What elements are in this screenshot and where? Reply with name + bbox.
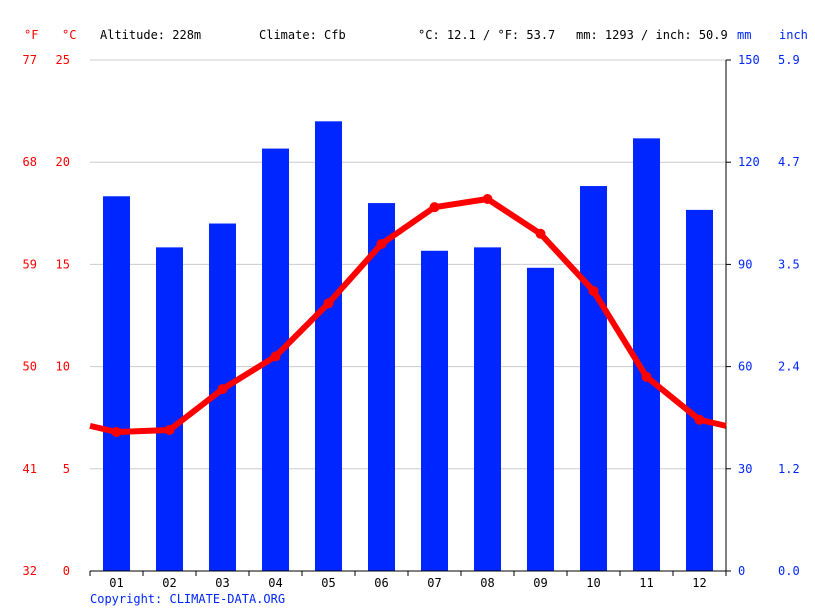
fahrenheit-tick-label: 50 xyxy=(23,360,37,374)
celsius-tick-label: 10 xyxy=(56,360,70,374)
millimeter-tick-label: 60 xyxy=(738,360,752,374)
annual-precipitation-label: mm: 1293 / inch: 50.9 xyxy=(576,28,728,42)
precipitation-bar xyxy=(315,121,342,571)
temperature-point xyxy=(641,371,652,382)
precipitation-bar xyxy=(527,267,554,571)
millimeter-tick-label: 30 xyxy=(738,462,752,476)
millimeter-tick-label: 120 xyxy=(738,155,760,169)
temperature-point xyxy=(429,202,440,213)
fahrenheit-unit-label: °F xyxy=(24,28,39,42)
temperature-point xyxy=(270,351,281,362)
temperature-line xyxy=(89,195,727,436)
millimeter-tick-label: 150 xyxy=(738,53,760,67)
temperature-point xyxy=(482,193,493,204)
millimeter-tick-label: 0 xyxy=(738,564,745,578)
celsius-tick-label: 20 xyxy=(56,155,70,169)
precipitation-bar xyxy=(474,247,501,571)
temperature-point xyxy=(164,424,175,435)
month-tick-label: 04 xyxy=(268,576,282,590)
celsius-tick-label: 0 xyxy=(63,564,70,578)
average-temperature-label: °C: 12.1 / °F: 53.7 xyxy=(418,28,556,42)
month-tick-label: 08 xyxy=(480,576,494,590)
precipitation-bar xyxy=(686,209,713,572)
climate-label: Climate: Cfb xyxy=(259,28,346,42)
inch-tick-label: 3.5 xyxy=(778,257,800,271)
temperature-point xyxy=(111,427,122,438)
month-tick-label: 10 xyxy=(586,576,600,590)
inch-unit-label: inch xyxy=(779,28,808,42)
month-tick-label: 06 xyxy=(374,576,388,590)
precipitation-bar xyxy=(421,250,448,572)
fahrenheit-tick-label: 59 xyxy=(23,257,37,271)
celsius-tick-label: 25 xyxy=(56,53,70,67)
month-tick-label: 05 xyxy=(321,576,335,590)
month-tick-label: 12 xyxy=(692,576,706,590)
temperature-point xyxy=(323,298,334,309)
month-tick-label: 03 xyxy=(215,576,229,590)
inch-tick-label: 5.9 xyxy=(778,53,800,67)
temperature-point xyxy=(535,228,546,239)
month-tick-label: 01 xyxy=(109,576,123,590)
inch-tick-label: 2.4 xyxy=(778,360,800,374)
temperature-point xyxy=(694,414,705,425)
temperature-point xyxy=(588,285,599,296)
millimeter-unit-label: mm xyxy=(737,28,752,42)
precipitation-bar xyxy=(580,186,607,571)
fahrenheit-tick-label: 41 xyxy=(23,462,37,476)
altitude-label: Altitude: 228m xyxy=(100,28,202,42)
precipitation-bar xyxy=(103,196,130,571)
month-tick-label: 02 xyxy=(162,576,176,590)
month-tick-label: 11 xyxy=(639,576,653,590)
precipitation-bar xyxy=(633,138,660,571)
copyright-link[interactable]: Copyright: CLIMATE-DATA.ORG xyxy=(90,592,286,606)
fahrenheit-tick-label: 32 xyxy=(23,564,37,578)
fahrenheit-tick-label: 68 xyxy=(23,155,37,169)
temperature-point xyxy=(376,238,387,249)
month-tick-label: 07 xyxy=(427,576,441,590)
temperature-point xyxy=(217,384,228,395)
month-tick-label: 09 xyxy=(533,576,547,590)
inch-tick-label: 1.2 xyxy=(778,462,800,476)
fahrenheit-tick-label: 77 xyxy=(23,53,37,67)
precipitation-bar xyxy=(368,203,395,571)
millimeter-tick-label: 90 xyxy=(738,257,752,271)
celsius-unit-label: °C xyxy=(62,28,77,42)
precipitation-bar xyxy=(156,247,183,571)
celsius-tick-label: 15 xyxy=(56,257,70,271)
inch-tick-label: 0.0 xyxy=(778,564,800,578)
inch-tick-label: 4.7 xyxy=(778,155,800,169)
celsius-tick-label: 5 xyxy=(63,462,70,476)
